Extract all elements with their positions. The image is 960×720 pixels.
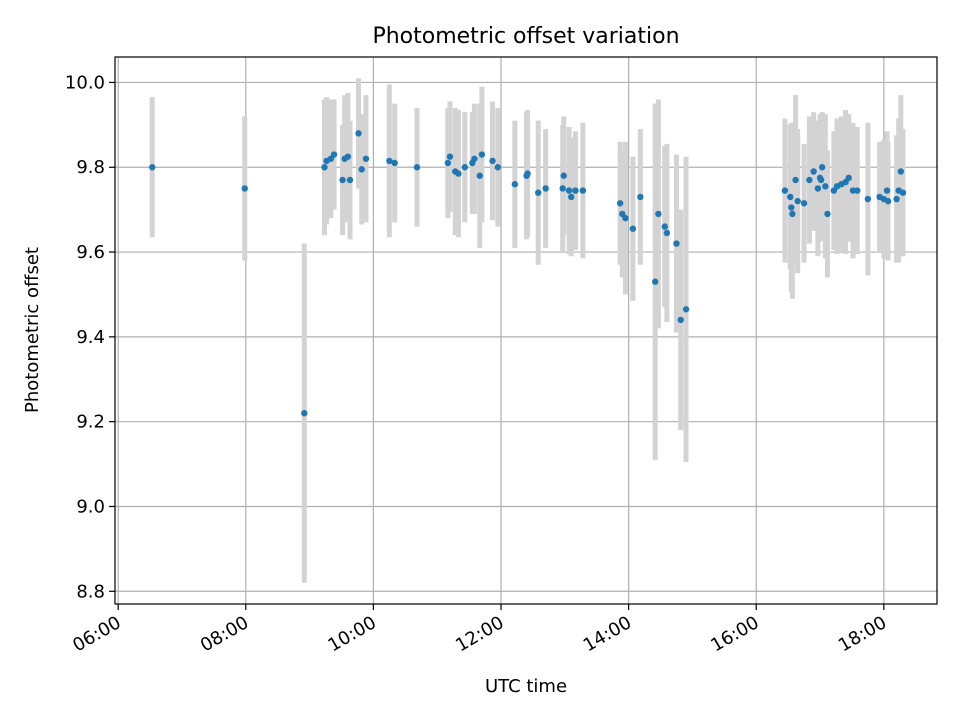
data-point [677,316,684,324]
data-point [788,204,795,211]
data-point [787,193,794,201]
x-tick-label: 14:00 [580,612,635,656]
data-point [637,193,644,201]
data-point [661,223,668,230]
plot-frame [114,56,938,605]
data-point [149,164,156,171]
data-point [893,195,900,203]
data-point [476,172,483,179]
data-point [391,159,398,167]
data-points [149,130,907,417]
x-tick-label: 16:00 [707,612,762,656]
x-tick-label: 06:00 [69,612,124,656]
data-point [884,197,892,205]
data-point [489,157,496,165]
data-point [494,164,502,171]
data-point [792,176,799,184]
x-tick-label: 18:00 [835,612,890,656]
data-point [511,181,519,188]
data-point [899,189,907,196]
x-tick-label: 12:00 [452,612,507,656]
data-point [845,174,852,182]
y-axis-title: Photometric offset [22,247,43,413]
x-axis-title: UTC time [485,676,567,697]
data-point [386,157,393,165]
y-tick-label: 10.0 [65,72,105,93]
data-point [344,153,352,160]
data-point [854,187,861,194]
data-point [321,164,328,171]
data-point [817,176,825,184]
data-point [622,214,629,222]
data-point [814,185,822,192]
y-axis: 8.8 9.0 9.2 9.4 9.6 9.8 10.0 [65,72,115,602]
data-point [559,185,566,192]
y-tick-label: 9.8 [76,157,105,178]
data-point [800,200,808,207]
y-tick-label: 9.4 [76,327,105,348]
data-point [413,164,421,171]
data-point [565,187,573,194]
data-point [455,170,462,177]
data-point [461,164,469,171]
data-point [789,210,796,218]
data-point [655,210,662,218]
data-point [883,187,891,194]
x-tick-label: 10:00 [324,612,379,656]
y-tick-label: 9.6 [76,242,105,263]
y-tick-label: 8.8 [76,581,105,602]
data-point [446,153,454,160]
data-point [818,164,826,171]
data-point [822,183,829,190]
data-point [524,170,531,177]
data-point [241,185,248,192]
data-point [781,187,789,194]
y-tick-label: 9.2 [76,412,105,433]
data-point [362,155,370,162]
data-point [652,278,659,285]
error-bars [149,78,906,583]
data-point [567,193,575,201]
data-point [663,229,671,237]
x-axis: 06:00 08:00 10:00 12:00 14:00 16:00 18:00 [69,604,890,656]
data-point [444,159,452,167]
data-point [616,200,624,207]
data-point [339,176,346,184]
data-point [673,240,680,247]
data-point [560,172,567,179]
data-point [806,176,813,184]
x-tick-label: 08:00 [197,612,252,656]
data-point [542,185,549,192]
y-tick-label: 9.0 [76,496,105,517]
data-point [629,225,637,232]
data-point [355,130,362,137]
data-point [346,176,354,184]
data-point [572,187,579,194]
data-point [358,166,365,173]
data-point [864,195,872,203]
data-point [579,187,587,194]
data-point [897,168,905,175]
chart-title: Photometric offset variation [372,24,679,49]
data-point [794,197,801,205]
data-point [535,189,542,196]
data-point [301,409,308,417]
data-point [471,155,478,162]
data-point [682,306,690,313]
data-point [330,151,338,158]
data-point [478,151,486,158]
data-point [824,210,831,218]
data-point [810,168,817,175]
